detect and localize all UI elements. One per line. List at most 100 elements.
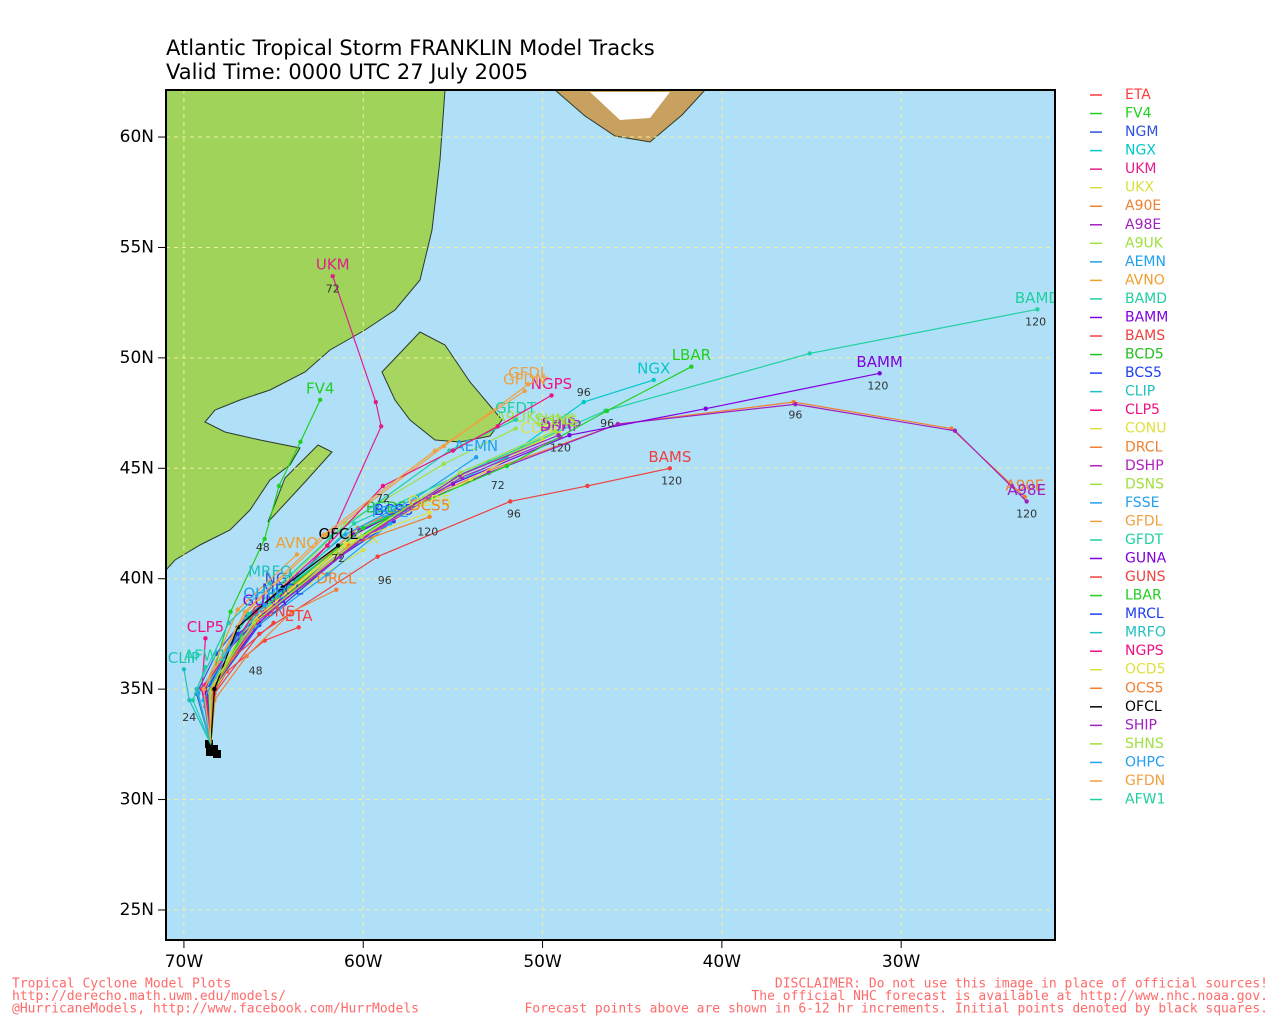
track-end-label: SHIP bbox=[542, 415, 576, 433]
track-point bbox=[214, 651, 219, 656]
y-tick-label: 55N bbox=[120, 237, 154, 257]
track-end-label: BAMS bbox=[648, 448, 691, 466]
track-end-label: LBAR bbox=[672, 346, 711, 364]
plot-frame bbox=[165, 89, 1056, 941]
track-point bbox=[952, 428, 958, 433]
legend-label: LBAR bbox=[1125, 588, 1162, 604]
track-point bbox=[271, 620, 276, 626]
legend-label: A90E bbox=[1125, 198, 1161, 214]
hour-label: 96 bbox=[507, 508, 521, 521]
hour-label: 72 bbox=[331, 552, 345, 565]
track-point bbox=[251, 620, 257, 626]
legend-label: MRCL bbox=[1125, 606, 1164, 622]
y-tick-label: 30N bbox=[120, 790, 154, 810]
track-point bbox=[807, 351, 812, 356]
track-point bbox=[387, 521, 393, 526]
track-point bbox=[289, 609, 294, 615]
track bbox=[203, 390, 525, 745]
track bbox=[203, 604, 266, 745]
track-point bbox=[242, 609, 248, 615]
footer-left: @HurricaneModels, http://www.facebook.co… bbox=[12, 1002, 419, 1017]
hour-label: 96 bbox=[600, 417, 614, 430]
track-point bbox=[604, 408, 610, 414]
track-point bbox=[212, 686, 217, 692]
hour-label: 120 bbox=[550, 441, 571, 454]
track-end-label: A98E bbox=[1007, 481, 1046, 499]
footer-right: DISCLAIMER: Do not use this image in pla… bbox=[775, 977, 1268, 992]
track-end-label: NGPS bbox=[531, 375, 572, 393]
track-point bbox=[325, 532, 330, 537]
legend-label: GFDN bbox=[1125, 773, 1165, 789]
track-end-label: FV4 bbox=[306, 379, 334, 397]
track-point bbox=[1024, 499, 1029, 504]
hour-label: 96 bbox=[378, 574, 392, 587]
legend-label: DSHP bbox=[1125, 458, 1164, 474]
legend-label: BAMM bbox=[1125, 309, 1168, 325]
tracks: ETAFV4NGMNGXUKMUKXA90EA98EA9UKAEMNAVNOBA… bbox=[168, 256, 1055, 745]
track-point bbox=[427, 510, 432, 515]
track-end-label: CLIP bbox=[168, 649, 200, 667]
track-point bbox=[276, 483, 282, 489]
grid bbox=[166, 90, 1055, 940]
legend-label: A98E bbox=[1125, 217, 1161, 233]
track-point bbox=[427, 514, 432, 520]
hour-label: 72 bbox=[376, 492, 390, 505]
track-end-label: OFCL bbox=[319, 525, 359, 543]
track-point bbox=[513, 417, 518, 422]
hour-label: 72 bbox=[491, 479, 505, 492]
track-point bbox=[267, 580, 273, 586]
track-point bbox=[298, 439, 303, 444]
hour-label: 48 bbox=[256, 541, 270, 554]
legend-label: OCD5 bbox=[1125, 662, 1165, 678]
track-point bbox=[359, 534, 364, 539]
legend-label: GUNA bbox=[1125, 551, 1167, 567]
legend-label: CONU bbox=[1125, 421, 1167, 437]
track-point bbox=[380, 483, 386, 489]
track-point bbox=[667, 466, 673, 471]
legend-label: FV4 bbox=[1125, 106, 1152, 122]
track-point bbox=[361, 525, 366, 531]
track-point bbox=[235, 607, 240, 612]
track-point bbox=[373, 399, 378, 405]
track-end-label: CLP5 bbox=[187, 618, 224, 636]
track-point bbox=[343, 541, 348, 546]
track-end-label: BCD5 bbox=[366, 499, 408, 517]
track-point bbox=[552, 428, 558, 433]
legend-label: GFDT bbox=[1125, 532, 1164, 548]
track-point bbox=[651, 377, 656, 383]
track-point bbox=[257, 631, 262, 637]
track-point bbox=[203, 636, 208, 641]
legend-label: UKM bbox=[1125, 161, 1157, 177]
y-tick-label: 50N bbox=[120, 348, 154, 368]
track-point bbox=[325, 543, 330, 548]
legend-label: ETA bbox=[1125, 87, 1151, 103]
track-end-label: AEMN bbox=[454, 437, 498, 455]
legend-label: BCD5 bbox=[1125, 347, 1164, 363]
legend-label: GUNS bbox=[1125, 569, 1166, 585]
legend-label: GFDL bbox=[1125, 513, 1163, 529]
track-point bbox=[567, 432, 572, 438]
x-tick-label: 60W bbox=[344, 952, 383, 972]
track bbox=[195, 582, 271, 745]
track-point bbox=[187, 697, 192, 703]
track-point bbox=[689, 364, 694, 369]
track-end-label: DSNS bbox=[536, 412, 578, 430]
y-tick-label: 60N bbox=[120, 127, 154, 147]
track-point bbox=[414, 494, 420, 500]
track-point bbox=[432, 448, 438, 453]
track-point bbox=[235, 631, 240, 637]
x-tick-label: 40W bbox=[703, 952, 742, 972]
track-point bbox=[244, 653, 249, 659]
track-point bbox=[441, 461, 447, 467]
hour-label: 120 bbox=[867, 380, 888, 393]
hour-label: 48 bbox=[249, 664, 263, 677]
footer-left: http://derecho.math.uwm.edu/models/ bbox=[12, 989, 286, 1004]
track-point bbox=[203, 664, 208, 670]
footer-right: Forecast points above are shown in 6-12 … bbox=[524, 1002, 1268, 1017]
track-point bbox=[378, 424, 384, 429]
track-point bbox=[296, 625, 301, 630]
x-tick-label: 50W bbox=[523, 952, 562, 972]
track-end-label: GFDT bbox=[495, 399, 537, 417]
track-point bbox=[508, 499, 513, 504]
